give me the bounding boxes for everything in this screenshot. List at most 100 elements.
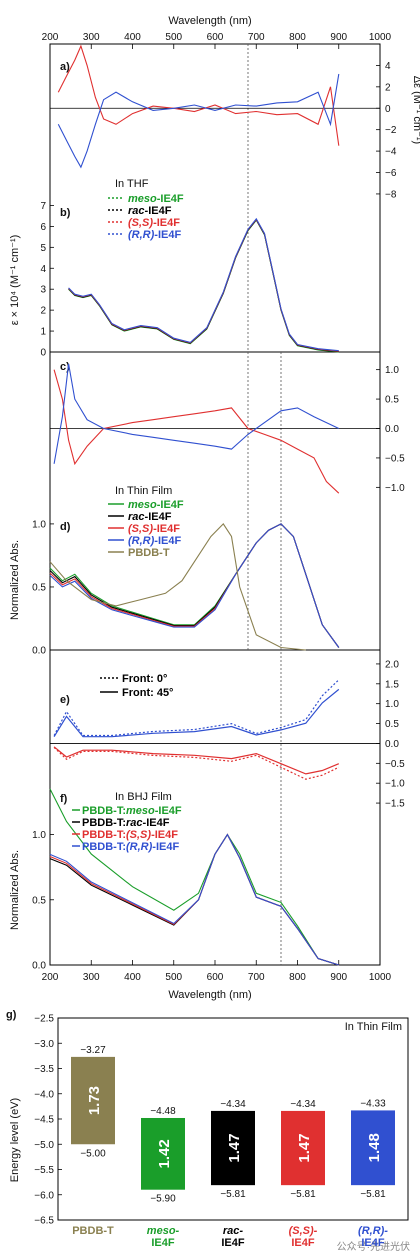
panel-d-series-pbdbt	[49, 523, 306, 651]
panel-g-ytick-label: −6.0	[34, 1190, 54, 1201]
panel-g-bar	[281, 1110, 325, 1186]
panel-g-bar	[211, 1110, 255, 1186]
panel-f-legend-title: In BHJ Film	[115, 791, 172, 803]
panel-g-homo-label: −5.90	[150, 1194, 176, 1205]
panel-g-homo-label: −5.81	[360, 1189, 386, 1200]
panel-g-ytick-label: −3.5	[34, 1064, 54, 1075]
panel-c-ytick-label: 0.0	[385, 424, 399, 435]
top-tick-label: 200	[42, 32, 59, 43]
panel-d-legend-entry: PBDB-T	[128, 547, 170, 559]
panel-c-series-0	[53, 369, 340, 494]
panel-g-lumo-label: −4.33	[360, 1098, 386, 1109]
panel-c-series-1	[53, 363, 340, 464]
panel-g-ytick-label: −4.5	[34, 1115, 54, 1126]
panel-d-legend-title: In Thin Film	[115, 485, 172, 497]
panel-a-ytick-label: −4	[385, 147, 397, 158]
panel-f-label: f)	[60, 793, 68, 805]
panel-g-homo-label: −5.00	[80, 1148, 106, 1159]
panel-b-legend-entry: rac-IE4F	[128, 205, 172, 217]
panel-d-ytick-label: 0.5	[32, 582, 46, 593]
panel-b-series-2	[68, 218, 339, 352]
panel-g-category-label: meso-IE4F	[147, 1225, 180, 1249]
panel-e-ytick-label: 0.5	[385, 719, 399, 730]
panel-f-xlabel: Wavelength (nm)	[168, 989, 251, 1001]
panel-b-series-1	[68, 218, 339, 353]
panel-g-category-label: rac-IE4F	[221, 1225, 245, 1249]
panel-c-ytick-label: 1.0	[385, 365, 399, 376]
x-tick-label: 1000	[369, 972, 392, 983]
panel-b-series-3	[68, 217, 339, 352]
x-tick-label: 900	[330, 972, 347, 983]
panel-c-ytick-label: −0.5	[385, 453, 405, 464]
panel-g-homo-label: −5.81	[290, 1189, 316, 1200]
panel-a-ytick-label: 2	[385, 82, 391, 93]
top-tick-label: 600	[207, 32, 224, 43]
panel-g-gap-label: 1.42	[156, 1139, 173, 1168]
panel-f-legend-entry: PBDB-T:meso-IE4F	[82, 805, 182, 817]
panel-c-label: c)	[60, 361, 70, 373]
panel-a-ytick-label: 0	[385, 104, 391, 115]
panel-e-ytick-label: −0.5	[385, 759, 405, 770]
panel-g-ytick-label: −5.5	[34, 1165, 54, 1176]
panel-a-ytick-label: −2	[385, 125, 397, 136]
top-tick-label: 300	[83, 32, 100, 43]
top-tick-label: 1000	[369, 32, 392, 43]
panel-g-ylabel: Energy level (eV)	[9, 1098, 21, 1182]
panel-f-series-3	[49, 833, 339, 966]
panel-b-legend-entry: (S,S)-IE4F	[128, 217, 180, 229]
panel-b-ytick-label: 0	[40, 348, 46, 359]
panel-e-ytick-label: −1.0	[385, 779, 405, 790]
panel-g-gap-label: 1.73	[86, 1086, 103, 1115]
panel-f-ytick-label: 0.0	[32, 961, 46, 972]
panel-a-ylabel: Δε (M⁻¹ cm⁻¹)	[411, 76, 420, 144]
x-tick-label: 700	[248, 972, 265, 983]
panel-d-legend-entry: (R,R)-IE4F	[128, 535, 181, 547]
panel-e-ytick-label: 0.0	[385, 739, 399, 750]
watermark: 公众号·先进光伏	[337, 1240, 410, 1253]
x-tick-label: 800	[289, 972, 306, 983]
panel-d-legend-entry: meso-IE4F	[128, 499, 184, 511]
panel-d: d) Normalized Abs. In Thin Film	[9, 485, 172, 620]
panel-b-legend-title: In THF	[115, 178, 149, 190]
panel-e-series-solid-0	[53, 688, 340, 738]
panel-e-series-solid-1	[53, 746, 340, 775]
x-tick-label: 500	[165, 972, 182, 983]
panel-b: b) ε × 10⁴ (M⁻¹ cm⁻¹) In THF	[9, 178, 149, 325]
panel-d-ylabel: Normalized Abs.	[9, 540, 21, 620]
panel-g-homo-label: −5.81	[220, 1189, 246, 1200]
panel-g-ytick-label: −5.0	[34, 1140, 54, 1151]
panel-d-label: d)	[60, 521, 71, 533]
panel-e-label: e)	[60, 694, 70, 706]
panel-f-ylabel: Normalized Abs.	[9, 850, 21, 930]
panel-a-label: a)	[60, 61, 70, 73]
panel-g-lumo-label: −4.34	[220, 1099, 246, 1110]
panel-g-gap-label: 1.48	[366, 1133, 383, 1162]
panel-g-annotation: In Thin Film	[345, 1021, 402, 1033]
top-tick-label: 400	[124, 32, 141, 43]
panel-f-ytick-label: 1.0	[32, 830, 46, 841]
panel-g-category-label: (S,S)-IE4F	[289, 1225, 318, 1249]
panel-a-ytick-label: 4	[385, 61, 391, 72]
panel-e-legend-entry: Front: 45°	[122, 687, 173, 699]
panel-d-ytick-label: 0.0	[32, 646, 46, 657]
top-tick-label: 500	[165, 32, 182, 43]
panel-f-series-1	[49, 833, 339, 966]
panel-e-ytick-label: 1.0	[385, 699, 399, 710]
panel-e-series-dotted-1	[53, 746, 340, 780]
panel-d-series-3	[49, 523, 340, 648]
panel-g-ytick-label: −4.0	[34, 1089, 54, 1100]
panel-e-ytick-label: −1.5	[385, 799, 405, 810]
top-axis-label: Wavelength (nm)	[168, 15, 251, 27]
panel-g-bar	[71, 1056, 115, 1145]
panel-g-gap-label: 1.47	[226, 1133, 243, 1162]
panel-e-legend-entry: Front: 0°	[122, 673, 167, 685]
panel-g-gap-label: 1.47	[296, 1133, 313, 1162]
panel-f-legend-entry: PBDB-T:(R,R)-IE4F	[82, 841, 179, 853]
panel-b-legend-entry: (R,R)-IE4F	[128, 229, 181, 241]
panel-b-ytick-label: 6	[40, 222, 46, 233]
panel-c: c)	[60, 361, 70, 373]
panel-g-category-label: (R,R)-IE4F	[358, 1225, 388, 1249]
panel-e-series-dotted-0	[53, 679, 340, 737]
panel-b-ylabel: ε × 10⁴ (M⁻¹ cm⁻¹)	[9, 235, 21, 326]
